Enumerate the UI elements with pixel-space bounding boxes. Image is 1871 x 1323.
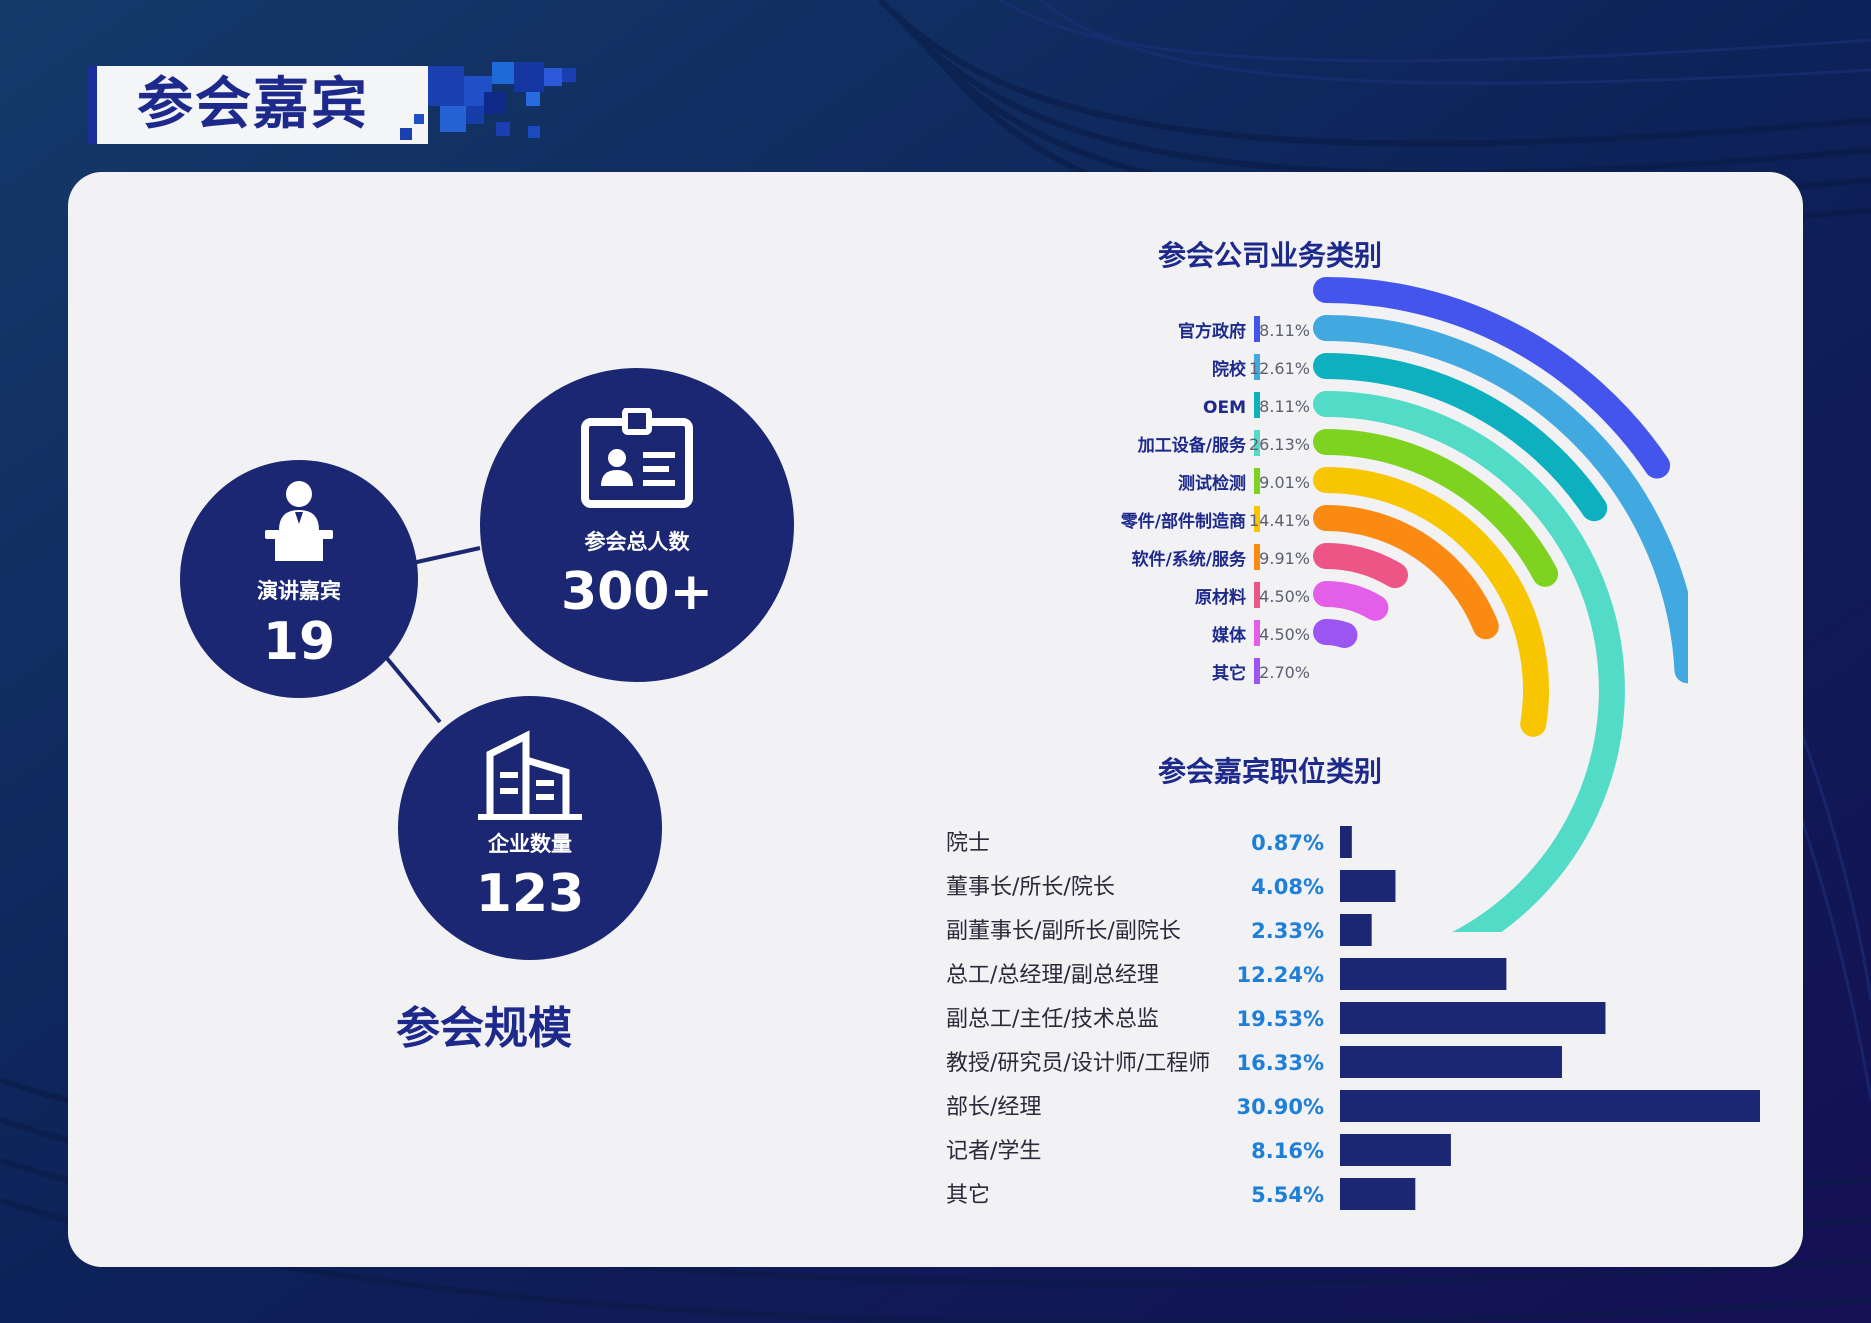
bar-category-label: 总工/总经理/副总经理 (946, 963, 1159, 988)
arc-color-marker (1254, 430, 1260, 456)
speaker-podium-icon (265, 481, 333, 561)
arc-color-marker (1254, 620, 1260, 646)
bar-category-label: 教授/研究员/设计师/工程师 (946, 1051, 1210, 1076)
arc-category-label: 媒体 (1212, 625, 1247, 646)
bar-value-label: 0.87% (1251, 831, 1324, 855)
arc-color-marker (1254, 544, 1260, 570)
arc-value-label: 12.61% (1249, 359, 1310, 378)
section-header: 参会嘉宾 (88, 66, 428, 144)
arc-color-marker (1254, 392, 1260, 418)
bar (1340, 826, 1352, 858)
companies-value: 123 (475, 864, 585, 924)
arc-value-label: 8.11% (1259, 397, 1310, 416)
pixel-decoration (400, 62, 576, 140)
bar (1340, 914, 1372, 946)
arc-value-label: 9.91% (1259, 549, 1310, 568)
bar-value-label: 2.33% (1251, 919, 1324, 943)
bar-value-label: 12.24% (1237, 963, 1324, 987)
bar-category-label: 院士 (946, 831, 990, 856)
companies-label: 企业数量 (488, 832, 572, 856)
arc-color-marker (1254, 468, 1260, 494)
arc-bar (1313, 543, 1409, 589)
companies-bubble: 企业数量 123 (398, 696, 662, 960)
bar-category-label: 副总工/主任/技术总监 (946, 1007, 1159, 1032)
arc-value-label: 2.70% (1259, 663, 1310, 682)
content-card: 演讲嘉宾 19 参会总人数 300+ (68, 172, 1803, 1267)
speakers-label: 演讲嘉宾 (257, 579, 341, 603)
arc-color-marker (1254, 658, 1260, 684)
arc-value-label: 14.41% (1249, 511, 1310, 530)
bar (1340, 1046, 1562, 1078)
attendees-value: 300+ (560, 562, 714, 622)
bar (1340, 1178, 1416, 1210)
bar-category-label: 其它 (946, 1183, 990, 1208)
bar-value-label: 8.16% (1251, 1139, 1324, 1163)
bar-chart-title: 参会嘉宾职位类别 (1158, 755, 1383, 788)
position-category-chart: 院士 0.87% 董事长/所长/院长 4.08% 副董事长/副所长/副院长 2.33% 总工… (946, 826, 1760, 1210)
attendees-bubble: 参会总人数 300+ (480, 368, 794, 682)
bar-value-label: 19.53% (1237, 1007, 1324, 1031)
arc-bar (1313, 619, 1358, 649)
bar-value-label: 30.90% (1237, 1095, 1324, 1119)
arc-value-label: 9.01% (1259, 473, 1310, 492)
speakers-value: 19 (262, 612, 336, 672)
bar-category-label: 部长/经理 (946, 1095, 1041, 1120)
connector-lines (378, 546, 481, 724)
scale-title: 参会规模 (396, 1003, 572, 1054)
arc-bar (1313, 277, 1671, 479)
arc-bar (1313, 429, 1559, 587)
scale-section: 演讲嘉宾 19 参会总人数 300+ (68, 172, 888, 1267)
arc-bar (1313, 581, 1389, 621)
speakers-bubble: 演讲嘉宾 19 (180, 460, 418, 698)
arc-category-label: 其它 (1212, 663, 1246, 684)
arc-bar (1313, 505, 1499, 640)
arc-chart-title: 参会公司业务类别 (1158, 239, 1383, 272)
arc-category-label: 测试检测 (1178, 473, 1246, 494)
arc-bar (1313, 391, 1625, 932)
arc-value-label: 4.50% (1259, 625, 1310, 644)
id-badge-icon (581, 408, 693, 508)
arc-category-label: 零件/部件制造商 (1120, 511, 1246, 532)
arc-category-label: OEM (1203, 398, 1246, 418)
arc-color-marker (1254, 506, 1260, 532)
arc-bar (1313, 353, 1608, 522)
arc-category-label: 原材料 (1195, 587, 1246, 608)
arc-category-label: 院校 (1212, 359, 1247, 380)
arc-category-label: 加工设备/服务 (1137, 435, 1247, 456)
building-icon (478, 730, 582, 820)
bar (1340, 1134, 1451, 1166)
bar-value-label: 16.33% (1237, 1051, 1324, 1075)
arc-category-label: 官方政府 (1178, 321, 1246, 342)
bar-category-label: 董事长/所长/院长 (946, 875, 1115, 900)
bar-value-label: 5.54% (1251, 1183, 1324, 1207)
bar (1340, 870, 1396, 902)
arc-color-marker (1254, 316, 1260, 342)
arc-value-label: 8.11% (1259, 321, 1310, 340)
arc-category-label: 软件/系统/服务 (1132, 549, 1247, 570)
arc-color-marker (1254, 354, 1260, 380)
bar (1340, 1090, 1760, 1122)
bar (1340, 1002, 1606, 1034)
bar-category-label: 副董事长/副所长/副院长 (946, 919, 1181, 944)
bar-value-label: 4.08% (1251, 875, 1324, 899)
business-category-chart: 官方政府 8.11% 院校 12.61% OEM 8.11% 加工设备/服务 26.13%测试… (1120, 277, 1688, 932)
bar (1340, 958, 1507, 990)
bar-category-label: 记者/学生 (946, 1139, 1041, 1164)
arc-bar (1313, 315, 1688, 684)
arc-value-label: 26.13% (1249, 435, 1310, 454)
arc-value-label: 4.50% (1259, 587, 1310, 606)
attendees-label: 参会总人数 (584, 530, 690, 554)
arc-color-marker (1254, 582, 1260, 608)
arc-bar (1313, 467, 1549, 737)
page-title: 参会嘉宾 (137, 72, 369, 137)
